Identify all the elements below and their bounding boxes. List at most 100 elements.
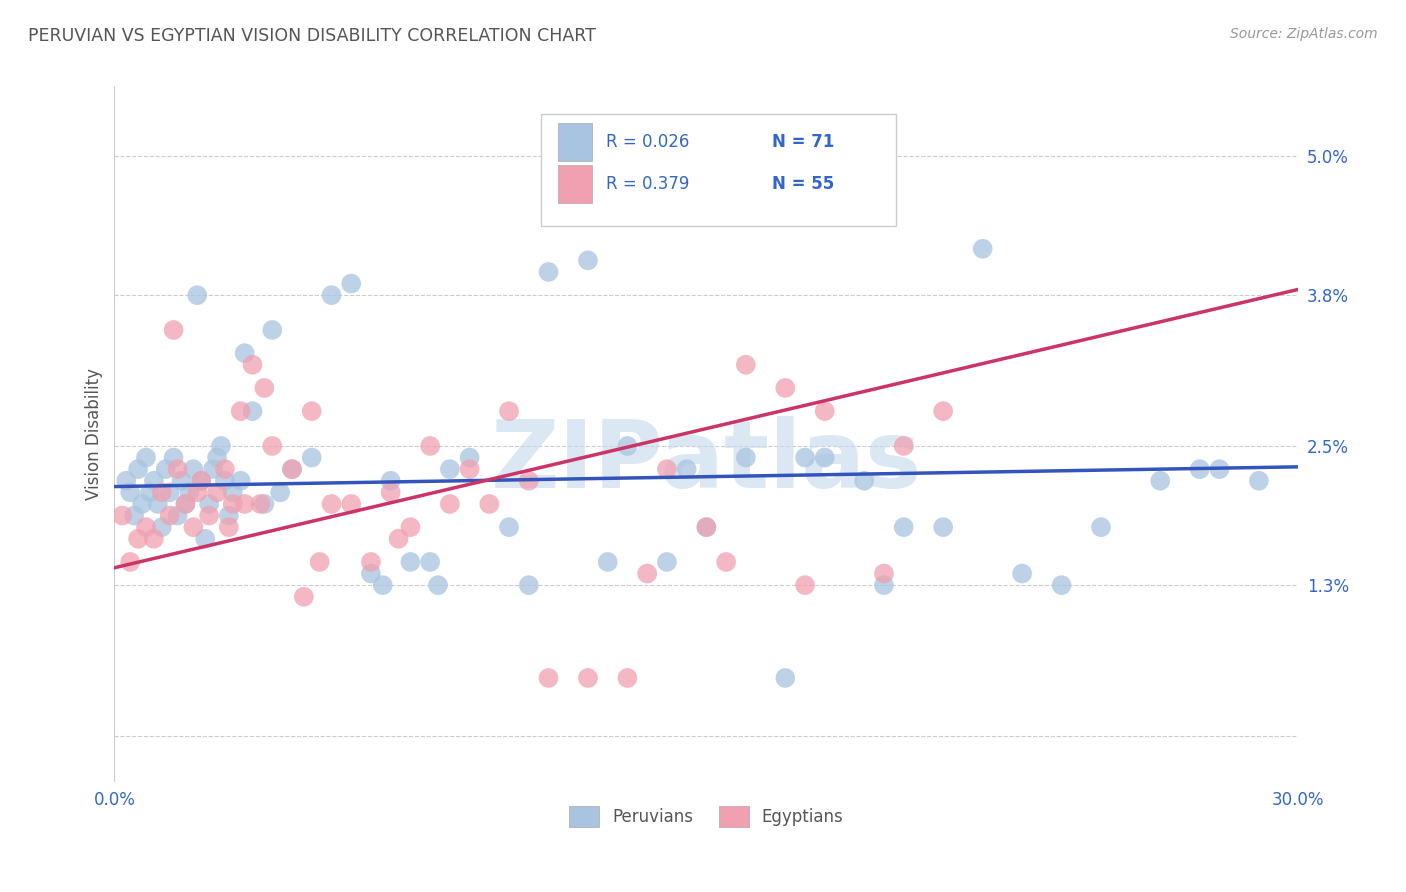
Point [714, 555, 737, 569]
Point [537, 265, 560, 279]
Point [166, 508, 188, 523]
Point [170, 474, 193, 488]
Point [932, 520, 955, 534]
Point [1050, 578, 1073, 592]
Point [222, 485, 245, 500]
Point [1247, 474, 1270, 488]
Point [262, 439, 284, 453]
Point [233, 497, 256, 511]
Point [439, 462, 461, 476]
Point [142, 474, 165, 488]
Point [218, 508, 240, 523]
Point [162, 450, 184, 465]
Point [155, 462, 177, 476]
Point [498, 404, 520, 418]
Point [596, 555, 619, 569]
Point [229, 404, 252, 418]
Point [478, 497, 501, 511]
Point [229, 474, 252, 488]
Point [190, 474, 212, 488]
Point [853, 474, 876, 488]
Point [399, 520, 422, 534]
Text: R = 0.026: R = 0.026 [606, 133, 689, 151]
Point [174, 497, 197, 511]
Point [853, 161, 876, 175]
Point [253, 381, 276, 395]
Point [269, 485, 291, 500]
Point [458, 462, 481, 476]
Text: N = 71: N = 71 [772, 133, 834, 151]
Point [616, 671, 638, 685]
Point [127, 462, 149, 476]
Point [775, 381, 797, 395]
Point [214, 474, 236, 488]
Point [139, 485, 162, 500]
Point [120, 555, 142, 569]
Point [249, 497, 271, 511]
FancyBboxPatch shape [541, 114, 896, 226]
Point [162, 323, 184, 337]
Point [427, 578, 450, 592]
FancyBboxPatch shape [558, 165, 592, 203]
Point [142, 532, 165, 546]
Point [111, 508, 134, 523]
Text: R = 0.379: R = 0.379 [606, 175, 689, 193]
Point [131, 497, 153, 511]
Point [873, 566, 896, 581]
Point [120, 485, 142, 500]
Point [150, 520, 173, 534]
Point [695, 520, 717, 534]
Point [1188, 462, 1211, 476]
Point [242, 358, 264, 372]
Text: PERUVIAN VS EGYPTIAN VISION DISABILITY CORRELATION CHART: PERUVIAN VS EGYPTIAN VISION DISABILITY C… [28, 27, 596, 45]
Text: Source: ZipAtlas.com: Source: ZipAtlas.com [1230, 27, 1378, 41]
Point [179, 485, 201, 500]
Point [340, 277, 363, 291]
Point [183, 520, 205, 534]
Point [576, 671, 599, 685]
Point [794, 578, 817, 592]
Point [419, 555, 441, 569]
Point [194, 532, 217, 546]
Point [281, 462, 304, 476]
Point [360, 555, 382, 569]
Point [122, 508, 145, 523]
Point [183, 462, 205, 476]
Point [253, 497, 276, 511]
Point [932, 404, 955, 418]
Point [517, 474, 540, 488]
Point [380, 474, 402, 488]
Point [399, 555, 422, 569]
Point [214, 462, 236, 476]
Point [242, 404, 264, 418]
Point [190, 474, 212, 488]
FancyBboxPatch shape [558, 123, 592, 161]
Point [262, 323, 284, 337]
Point [873, 578, 896, 592]
Point [695, 520, 717, 534]
Point [308, 555, 330, 569]
Point [127, 532, 149, 546]
Point [655, 462, 678, 476]
Point [576, 253, 599, 268]
Point [655, 555, 678, 569]
Point [135, 520, 157, 534]
Point [281, 462, 304, 476]
Point [209, 439, 232, 453]
Point [387, 532, 409, 546]
Point [205, 485, 228, 500]
Point [321, 288, 343, 302]
Point [498, 520, 520, 534]
Text: N = 55: N = 55 [772, 175, 834, 193]
Point [775, 671, 797, 685]
Point [301, 450, 323, 465]
Point [166, 462, 188, 476]
Text: ZIPatlas: ZIPatlas [491, 417, 922, 508]
Point [174, 497, 197, 511]
Point [537, 671, 560, 685]
Point [734, 450, 756, 465]
Point [893, 439, 915, 453]
Point [340, 497, 363, 511]
Point [1090, 520, 1112, 534]
Point [205, 450, 228, 465]
